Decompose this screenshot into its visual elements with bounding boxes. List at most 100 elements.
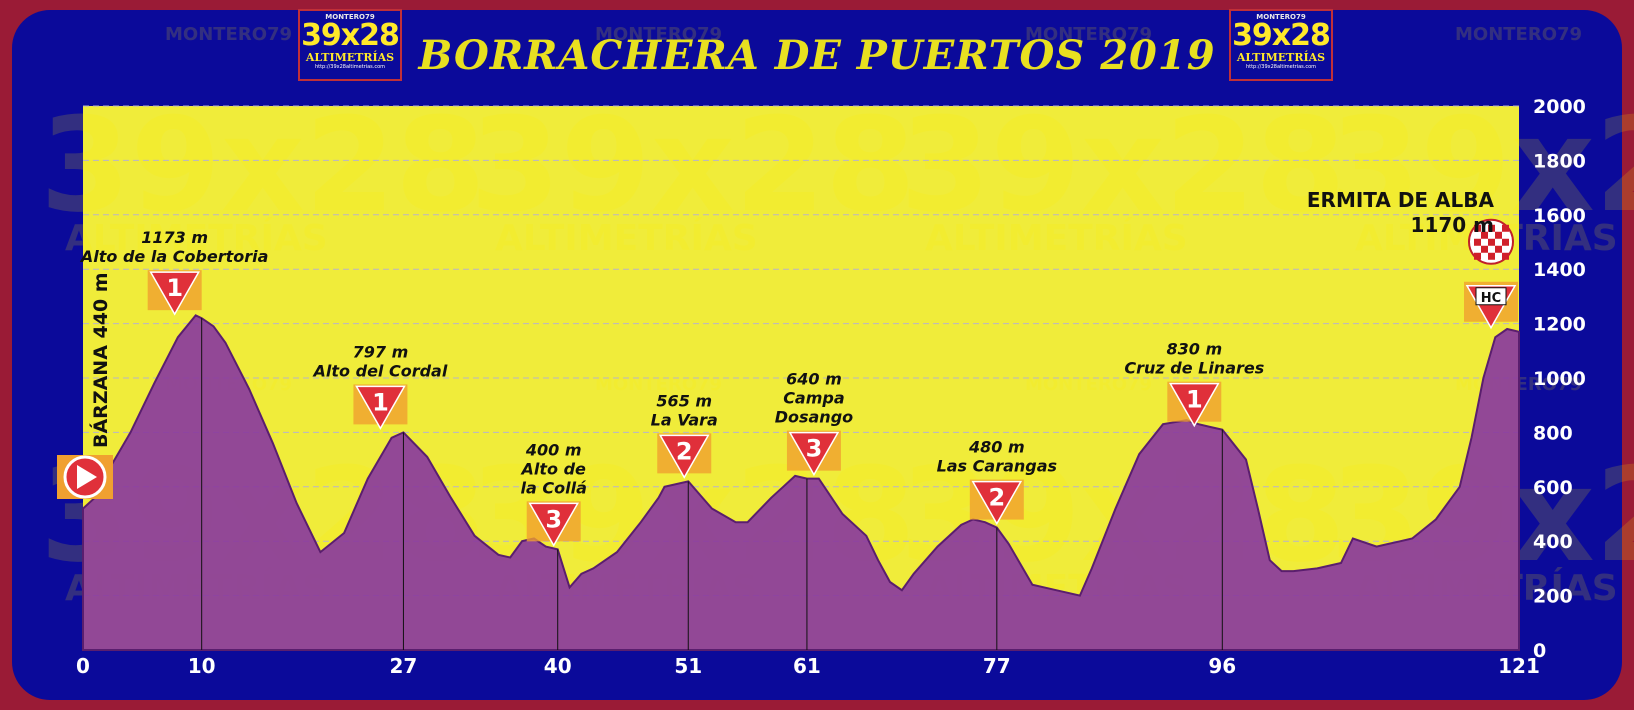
watermark-brand-text: ALTIMETRÍAS — [925, 217, 1188, 259]
watermark-author-text: MONTERO79 — [165, 24, 292, 45]
watermark-author-text: MONTERO79 — [1025, 24, 1152, 45]
x-tick-label: 61 — [793, 654, 821, 678]
climb-name: la Collá — [521, 478, 588, 497]
climb-altitude: 480 m — [968, 438, 1025, 457]
x-tick-label: 10 — [188, 654, 216, 678]
logo-main-text: 39x28 — [301, 18, 400, 53]
climb-category-triangle — [528, 502, 580, 547]
climb-category-number: 1 — [166, 274, 183, 302]
y-tick-label: 400 — [1533, 531, 1573, 553]
y-tick-label: 1000 — [1533, 368, 1586, 390]
y-tick-label: 1600 — [1533, 205, 1586, 227]
x-tick-label: 40 — [544, 654, 572, 678]
climb-altitude: 640 m — [786, 370, 842, 389]
climb-name: Alto de — [520, 459, 587, 478]
logo-right: MONTERO79 39x28 ALTIMETRÍAS http://39x28… — [1229, 9, 1333, 81]
flag-square — [1474, 252, 1481, 260]
flag-square — [1481, 231, 1488, 239]
logo-main-text: 39x28 — [1232, 18, 1331, 53]
climb-category-triangle — [355, 385, 406, 430]
finish-marker: HC — [1464, 218, 1518, 330]
logo-url: http://39x28altimetrias.com — [1245, 64, 1317, 70]
flag-square — [1502, 252, 1509, 260]
play-icon — [77, 465, 97, 489]
climb-name: Cruz de Linares — [1124, 359, 1264, 378]
x-tick-label: 96 — [1208, 654, 1236, 678]
logo-author: MONTERO79 — [1256, 13, 1306, 21]
watermark-brand-text: ALTIMETRÍAS — [495, 217, 758, 259]
x-tick-label: 121 — [1498, 654, 1540, 678]
climb-altitude: 1173 m — [141, 228, 208, 247]
watermark-big-text: 39x28 — [40, 89, 486, 241]
start-label: BÁRZANA 440 m — [90, 272, 112, 448]
y-tick-label: 600 — [1533, 477, 1573, 499]
watermark-author-text: MONTERO79 — [595, 374, 722, 395]
logo-subtitle: ALTIMETRÍAS — [305, 51, 395, 64]
climb-marker: 2 565 mLa Vara — [651, 391, 718, 479]
watermark-big-text: 39x28 — [1330, 89, 1634, 241]
climb-name: Las Carangas — [937, 457, 1057, 476]
flag-square — [1488, 224, 1495, 232]
watermark-author-text: MONTERO79 — [595, 24, 722, 45]
watermark-author-text: MONTERO79 — [1025, 374, 1152, 395]
climb-category-triangle — [788, 431, 840, 477]
climb-altitude: 797 m — [353, 342, 409, 361]
watermark-big-text: 39x28 — [470, 89, 916, 241]
chart-title: BORRACHERA DE PUERTOS 2019 — [418, 32, 1216, 79]
flag-square — [1502, 238, 1509, 246]
climb-category-triangle — [149, 271, 200, 316]
climb-category-number: 1 — [372, 388, 389, 416]
logo-subtitle: ALTIMETRÍAS — [1236, 51, 1326, 64]
climb-category-number: 2 — [676, 437, 693, 465]
y-tick-label: 1400 — [1533, 259, 1586, 281]
finish-label: ERMITA DE ALBA 1170 m — [1307, 188, 1494, 238]
y-tick-label: 1800 — [1533, 150, 1586, 172]
x-tick-label: 51 — [674, 654, 702, 678]
climb-altitude: 565 m — [656, 391, 712, 410]
flag-square — [1481, 245, 1488, 253]
finish-altitude: 1170 m — [1410, 213, 1494, 237]
climb-category-number: 3 — [806, 435, 823, 463]
climb-name: Dosango — [775, 408, 853, 427]
flag-square — [1502, 224, 1509, 232]
climb-name: Alto del Cordal — [312, 361, 448, 380]
climb-category-number: 2 — [988, 484, 1005, 512]
climb-altitude: 400 m — [525, 440, 582, 459]
flag-square — [1474, 238, 1481, 246]
y-tick-label: 1200 — [1533, 314, 1586, 336]
hc-label: HC — [1481, 291, 1501, 306]
flag-square — [1495, 231, 1502, 239]
climb-name: Alto de la Cobertoria — [79, 247, 269, 266]
y-tick-label: 200 — [1533, 586, 1573, 608]
elevation-profile-area — [82, 314, 1520, 651]
climb-category-number: 1 — [1186, 386, 1203, 414]
flag-square — [1488, 252, 1495, 260]
climb-category-triangle — [1169, 382, 1220, 428]
watermark-big-text: 39x28 — [900, 89, 1346, 241]
climb-category-triangle — [971, 480, 1023, 526]
climb-name: Campa — [783, 389, 844, 408]
y-tick-label: 2000 — [1533, 96, 1586, 118]
logo-author: MONTERO79 — [325, 13, 375, 21]
flag-square — [1474, 224, 1481, 232]
x-tick-label: 77 — [983, 654, 1011, 678]
x-tick-label: 27 — [390, 654, 418, 678]
flag-square — [1488, 238, 1495, 246]
logo-left: MONTERO79 39x28 ALTIMETRÍAS http://39x28… — [298, 9, 402, 81]
climb-altitude: 830 m — [1166, 340, 1222, 359]
logo-url: http://39x28altimetrias.com — [314, 64, 386, 70]
watermark-author-text: MONTERO79 — [1455, 24, 1582, 45]
climb-name: La Vara — [651, 410, 718, 429]
climb-category-triangle — [658, 434, 710, 479]
hc-badge — [1475, 287, 1507, 306]
watermark-brand-text: ALTIMETRÍAS — [65, 217, 328, 259]
climb-category-number: 3 — [545, 505, 562, 533]
y-tick-label: 0 — [1533, 640, 1546, 662]
